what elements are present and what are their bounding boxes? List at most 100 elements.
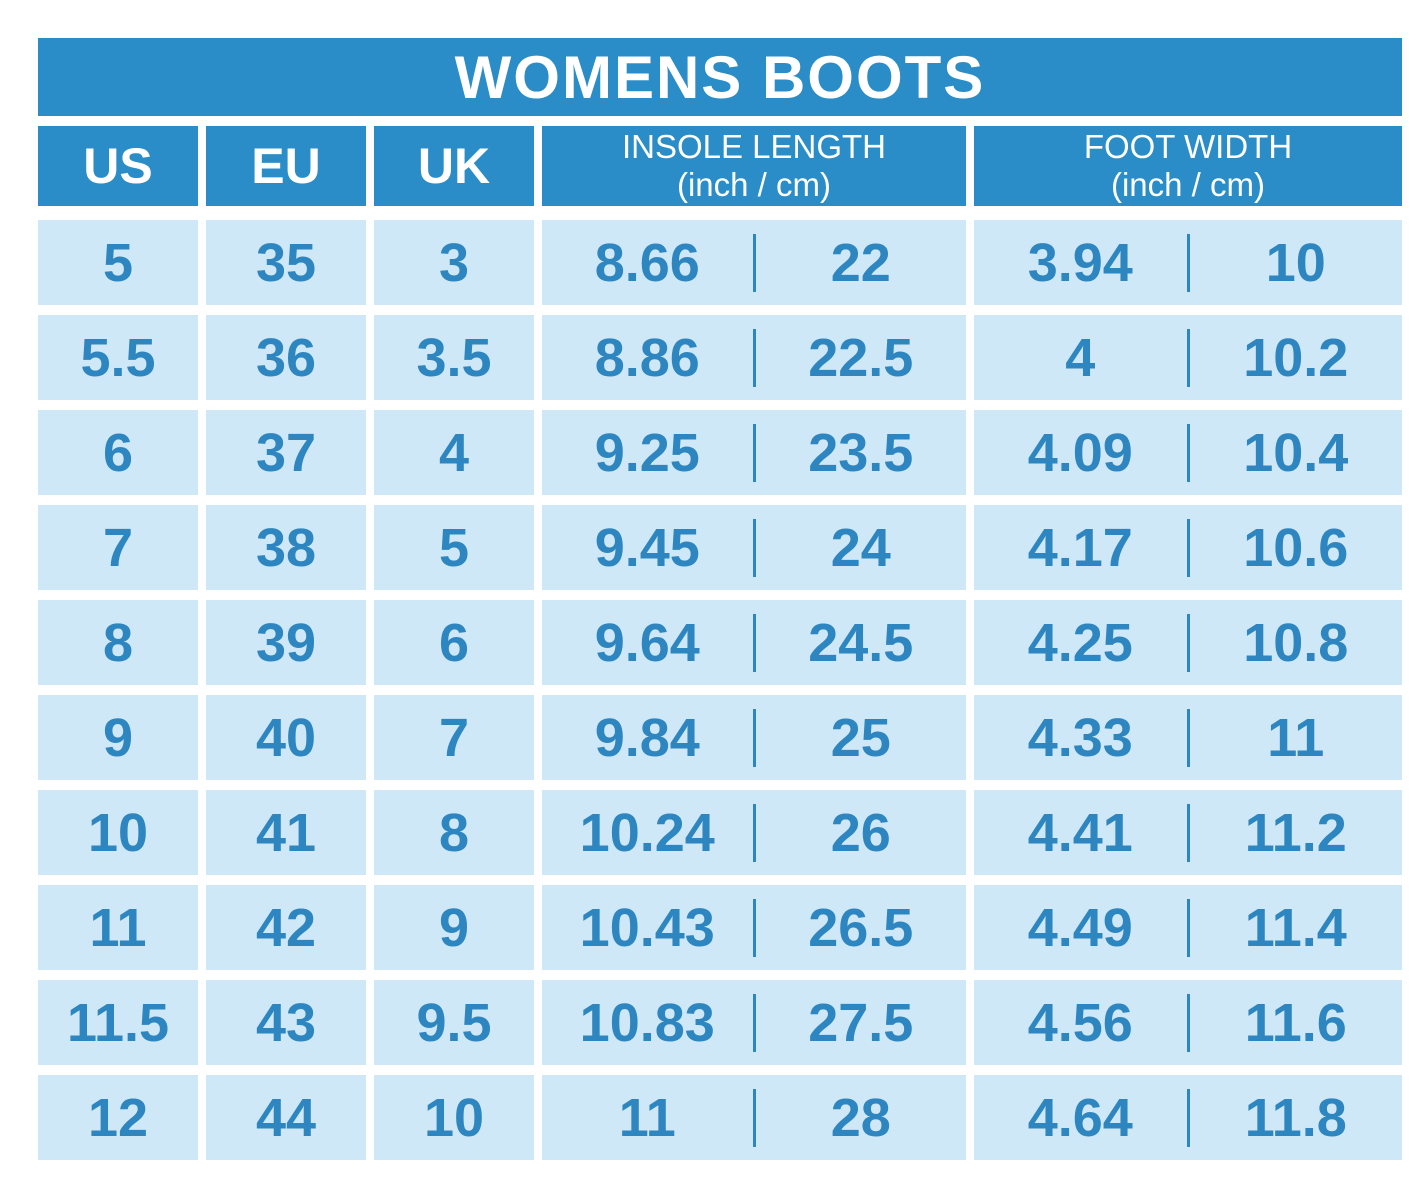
width-inch-value: 4.09 [1027,422,1133,483]
insole-cm-value: 24.5 [808,612,914,673]
insole-cm-value: 28 [830,1087,891,1148]
insole-inch-value: 9.64 [594,612,700,673]
insole-length-cell: 9.84 25 [542,695,966,780]
eu-size-cell: 37 [206,410,366,495]
divider-line [1186,423,1190,482]
table-row: 5 35 3 8.66 22 3.94 10 [38,220,1402,305]
width-cm-value: 10.6 [1243,517,1349,578]
insole-cm-value: 22.5 [808,327,914,388]
insole-inch-value: 9.84 [594,707,700,768]
divider-line [752,423,756,482]
eu-size-cell: 42 [206,885,366,970]
divider-line [752,328,756,387]
eu-size-cell: 36 [206,315,366,400]
eu-size-cell: 35 [206,220,366,305]
us-size-cell: 5 [38,220,198,305]
width-cm-value: 10 [1265,232,1326,293]
width-inch-value: 4.41 [1027,802,1133,863]
column-header-eu: EU [206,126,366,206]
insole-cm-value: 23.5 [808,422,914,483]
divider-line [1186,803,1190,862]
divider-line [752,1088,756,1147]
foot-width-cell: 4 10.2 [974,315,1402,400]
width-cm-value: 11.8 [1244,1087,1347,1148]
table-row: 8 39 6 9.64 24.5 4.25 10.8 [38,600,1402,685]
foot-width-cell: 4.33 11 [974,695,1402,780]
divider-line [1186,708,1190,767]
table-row: 7 38 5 9.45 24 4.17 10.6 [38,505,1402,590]
insole-inch-value: 11 [618,1087,676,1148]
insole-inch-value: 8.66 [594,232,700,293]
us-size-cell: 10 [38,790,198,875]
width-cm-value: 11 [1267,707,1325,768]
foot-width-units: (inch / cm) [1110,166,1265,203]
foot-width-cell: 4.49 11.4 [974,885,1402,970]
divider-line [752,803,756,862]
column-header-us: US [38,126,198,206]
column-header-us-label: US [83,138,153,194]
insole-cm-value: 26.5 [808,897,914,958]
column-header-uk-label: UK [417,138,491,194]
uk-size-cell: 10 [374,1075,534,1160]
insole-length-cell: 11 28 [542,1075,966,1160]
uk-size-cell: 7 [374,695,534,780]
width-cm-value: 11.2 [1244,802,1347,863]
insole-inch-value: 10.24 [579,802,715,863]
divider-line [1186,233,1190,292]
chart-title-text: WOMENS BOOTS [454,43,986,111]
width-inch-value: 4 [1065,327,1096,388]
insole-length-cell: 8.66 22 [542,220,966,305]
insole-length-cell: 9.45 24 [542,505,966,590]
width-inch-value: 4.56 [1027,992,1133,1053]
insole-cm-value: 27.5 [808,992,914,1053]
insole-length-cell: 10.43 26.5 [542,885,966,970]
column-header-insole-length: INSOLE LENGTH (inch / cm) [542,126,966,206]
insole-length-units: (inch / cm) [676,166,831,203]
us-size-cell: 7 [38,505,198,590]
divider-line [752,993,756,1052]
divider-line [752,708,756,767]
divider-line [1186,518,1190,577]
divider-line [1186,898,1190,957]
insole-cm-value: 24 [830,517,891,578]
divider-line [752,518,756,577]
divider-line [1186,1088,1190,1147]
uk-size-cell: 3.5 [374,315,534,400]
foot-width-label: FOOT WIDTH [1083,128,1293,166]
foot-width-cell: 4.56 11.6 [974,980,1402,1065]
insole-length-cell: 10.83 27.5 [542,980,966,1065]
insole-inch-value: 9.45 [594,517,700,578]
insole-inch-value: 9.25 [594,422,700,483]
insole-length-cell: 10.24 26 [542,790,966,875]
eu-size-cell: 38 [206,505,366,590]
us-size-cell: 6 [38,410,198,495]
us-size-cell: 11 [38,885,198,970]
insole-length-cell: 9.25 23.5 [542,410,966,495]
eu-size-cell: 44 [206,1075,366,1160]
table-row: 11.5 43 9.5 10.83 27.5 4.56 11.6 [38,980,1402,1065]
insole-cm-value: 22 [830,232,891,293]
width-inch-value: 4.64 [1027,1087,1133,1148]
eu-size-cell: 43 [206,980,366,1065]
width-inch-value: 4.17 [1027,517,1133,578]
foot-width-cell: 4.41 11.2 [974,790,1402,875]
uk-size-cell: 4 [374,410,534,495]
column-header-eu-label: EU [251,138,321,194]
insole-length-cell: 8.86 22.5 [542,315,966,400]
chart-title: WOMENS BOOTS [38,38,1402,116]
width-inch-value: 4.49 [1027,897,1133,958]
width-cm-value: 10.8 [1243,612,1349,673]
insole-inch-value: 8.86 [594,327,700,388]
table-row: 11 42 9 10.43 26.5 4.49 11.4 [38,885,1402,970]
width-cm-value: 11.6 [1244,992,1347,1053]
insole-cm-value: 26 [830,802,891,863]
column-header-uk: UK [374,126,534,206]
insole-inch-value: 10.43 [579,897,715,958]
uk-size-cell: 9 [374,885,534,970]
width-inch-value: 4.33 [1027,707,1133,768]
divider-line [1186,328,1190,387]
divider-line [752,613,756,672]
table-row: 6 37 4 9.25 23.5 4.09 10.4 [38,410,1402,495]
width-cm-value: 10.2 [1243,327,1349,388]
